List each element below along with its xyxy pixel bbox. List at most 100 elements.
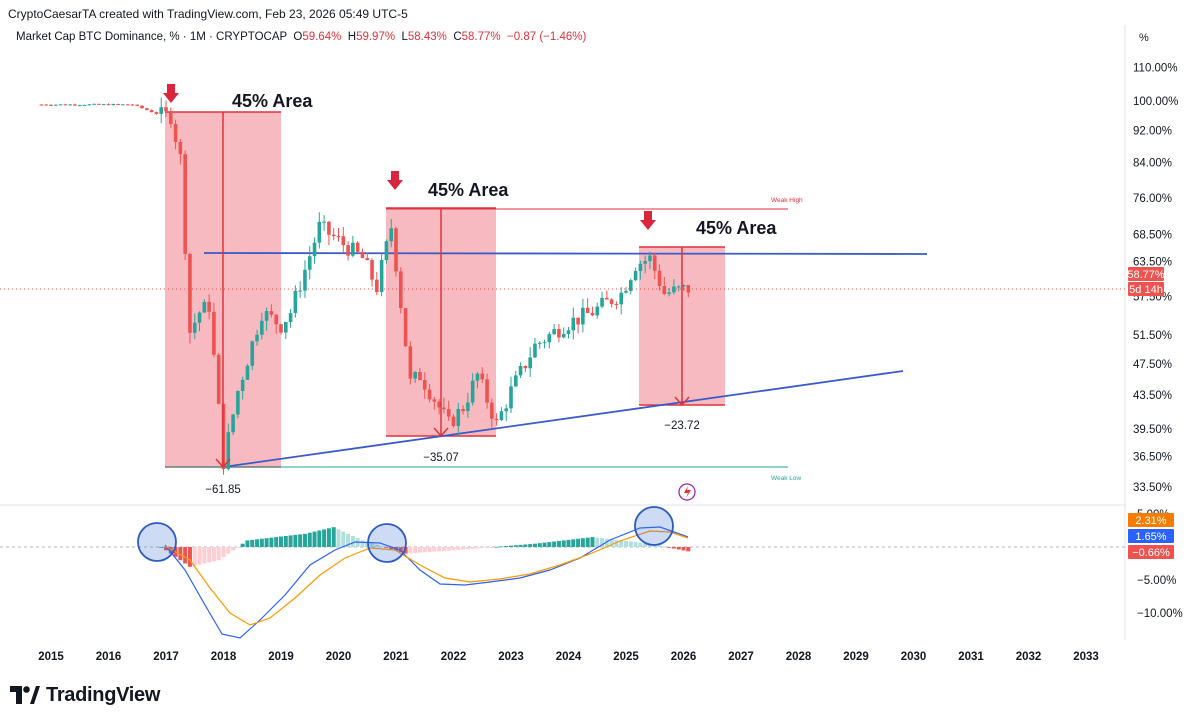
candle-body	[509, 386, 513, 409]
candle-body	[236, 390, 240, 415]
macd-histogram-bar	[221, 547, 226, 557]
candle-body	[303, 269, 307, 291]
macd-histogram-bar	[417, 547, 422, 553]
price-axis-unit[interactable]: %	[1139, 32, 1149, 44]
down-arrow-icon	[387, 171, 403, 190]
tradingview-logo[interactable]: TradingView	[10, 683, 160, 707]
candle-body	[413, 371, 417, 379]
candle-body	[648, 255, 652, 262]
candle-body	[418, 371, 422, 380]
candle-body	[202, 301, 207, 313]
time-axis: 2015 2016 2017 2018 2019 2020 2021 2022 2023 2024…	[38, 651, 1099, 663]
candle-body	[341, 236, 346, 246]
candle-body	[466, 402, 470, 412]
candle-body	[595, 306, 600, 316]
candle-body	[231, 414, 235, 433]
candle-body	[154, 112, 159, 114]
y-tick-label: 100.00%	[1133, 96, 1178, 108]
candle-body	[317, 221, 322, 243]
area-label: 45% Area	[696, 218, 777, 238]
macd-histogram-bar	[307, 532, 312, 547]
macd-histogram-bar	[667, 547, 672, 548]
tradingview-wordmark: TradingView	[46, 683, 161, 706]
candle-body	[542, 342, 547, 344]
macd-histogram-bar	[437, 547, 442, 552]
y-tick-label: 76.00%	[1133, 193, 1172, 205]
candle-body	[547, 334, 552, 343]
macd-histogram-bar	[556, 540, 561, 547]
candle-body	[672, 286, 676, 293]
candle-body	[470, 380, 475, 403]
candle-body	[518, 365, 523, 376]
macd-histogram-bar	[513, 545, 518, 547]
candle-body	[240, 379, 245, 391]
candle-body	[456, 408, 461, 427]
candle-body	[106, 104, 111, 106]
candle-body	[135, 104, 140, 106]
candle-body	[298, 290, 302, 292]
candle-body	[255, 334, 259, 342]
macd-line	[164, 526, 689, 639]
macd-histogram-bar	[681, 547, 686, 551]
candle-body	[676, 286, 681, 288]
axis-badges: 58.77% 5d 14h 2.31% 1.65% −0.66%	[1127, 267, 1174, 559]
macd-histogram-bar	[604, 538, 609, 547]
candle-body	[681, 285, 686, 287]
macd-histogram-bar	[197, 547, 202, 565]
x-tick-label: 2015	[38, 651, 64, 663]
candle-body	[264, 311, 269, 321]
candle-body	[652, 255, 657, 271]
candle-body	[566, 330, 571, 334]
candle-body	[384, 241, 389, 260]
candle-body	[513, 375, 518, 387]
close-label: C	[453, 31, 462, 43]
candle-body	[197, 312, 202, 323]
candle-body	[667, 292, 671, 294]
drop-arrow-head	[674, 396, 690, 407]
candle-body	[614, 304, 619, 306]
high-value: 59.97%	[356, 31, 396, 43]
candle-body	[643, 261, 647, 264]
macd-histogram-bar	[298, 534, 303, 547]
macd-signal-line	[164, 530, 689, 626]
candle-body	[77, 105, 82, 107]
macd-histogram-bar	[288, 535, 293, 547]
y-tick-label: 92.00%	[1133, 125, 1172, 137]
candle-body	[557, 329, 561, 338]
weak-high-label: Weak High	[771, 197, 803, 204]
candle-body	[63, 104, 68, 106]
x-tick-label: 2017	[153, 651, 179, 663]
candle-body	[389, 228, 394, 242]
macd-histogram-bar	[264, 538, 269, 547]
macd-histogram-bar	[480, 547, 485, 548]
macd-histogram-bar	[532, 543, 537, 547]
candle-body	[475, 373, 480, 381]
macd-histogram-bar	[633, 542, 638, 547]
macd-histogram-badge	[1128, 545, 1174, 559]
x-tick-label: 2026	[671, 651, 697, 663]
macd-histogram-bar	[164, 547, 168, 551]
candle-body	[662, 286, 667, 294]
candle-body	[73, 104, 77, 106]
candle-body	[283, 322, 288, 333]
macd-histogram-bar	[374, 544, 379, 547]
candle-body	[39, 104, 44, 106]
candle-body	[533, 343, 537, 358]
macd-histogram-bar	[547, 542, 552, 547]
candle-body	[312, 242, 317, 257]
candle-body	[111, 104, 116, 106]
y-tick-label: 51.50%	[1133, 330, 1172, 342]
candle-body	[140, 105, 144, 109]
candle-body	[130, 104, 135, 106]
y-tick-label: 47.50%	[1133, 359, 1172, 371]
change-value: −0.87 (−1.46%)	[507, 31, 587, 43]
macd-histogram-bar	[389, 547, 394, 550]
y-tick-label: 36.50%	[1133, 452, 1172, 464]
area-label: 45% Area	[428, 180, 509, 200]
macd-histogram-bar	[485, 547, 490, 548]
symbol-legend: Market Cap BTC Dominance, % · 1M · CRYPT…	[16, 31, 586, 43]
macd-histogram-bar	[571, 539, 576, 547]
candle-body	[336, 236, 341, 238]
macd-histogram-bar	[585, 537, 590, 547]
